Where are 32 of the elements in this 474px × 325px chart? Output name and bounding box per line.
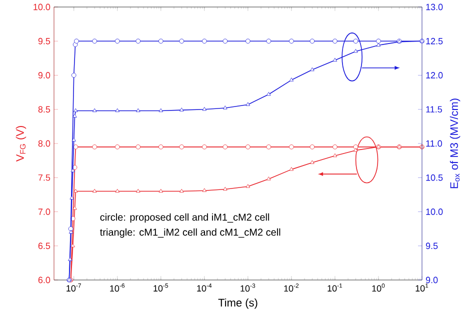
x-tick-label: 10$^{1}$	[416, 284, 428, 292]
y2-tick-label: 9.0	[426, 276, 438, 284]
y-tick-label: 7.5	[38, 174, 50, 181]
y2-tick-label: 13.0	[426, 4, 443, 10]
y2-tick-label: 12.0	[426, 72, 443, 78]
x-tick-label: 10$^{-6}$	[110, 284, 125, 292]
y-tick-label: 8.5	[38, 106, 50, 113]
y-tick-label: 7.0	[38, 208, 50, 215]
x-tick-label: 10$^{-2}$	[284, 284, 299, 292]
y-tick-label: 8.0	[38, 140, 50, 147]
y2-tick-label: 11.5	[426, 106, 442, 113]
y2-axis-title: E$_{ox}$ of M3 (MV/cm)	[450, 98, 460, 188]
x-tick-label: 10$^{-3}$	[240, 284, 256, 292]
y2-tick-label: 11.0	[426, 140, 442, 147]
annotation: circle: proposed cell and iM1_cM2 cell	[100, 213, 270, 223]
x-tick-label: 10$^{-5}$	[154, 284, 168, 292]
x-tick-label: 10$^{-1}$	[328, 284, 342, 292]
x-tick-label: 10$^{0}$	[372, 284, 385, 292]
y-tick-label: 9.5	[38, 38, 50, 44]
x-tick-label: 10$^{-4}$	[197, 284, 212, 292]
y2-tick-label: 10.5	[426, 174, 443, 181]
y-tick-label: 9.0	[38, 72, 50, 78]
y-tick-label: 6.5	[38, 242, 50, 250]
y2-tick-label: 12.5	[426, 38, 443, 44]
x-axis-title: Time (s)	[218, 298, 258, 309]
y-tick-label: 6.0	[38, 276, 50, 284]
y2-tick-label: 9.5	[426, 242, 438, 250]
y-tick-label: 10.0	[34, 4, 50, 10]
x-tick-label: 10$^{-7}$	[66, 284, 81, 292]
y2-tick-label: 10.0	[426, 208, 443, 215]
annotation: triangle: cM1_iM2 cell and cM1_cM2 cell	[100, 228, 280, 238]
y-axis-title: V$_{FG}$ (V)	[16, 126, 26, 162]
